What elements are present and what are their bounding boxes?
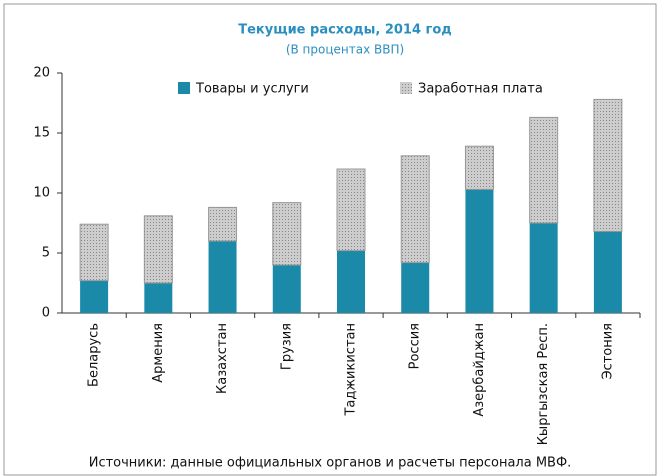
y-tick-label: 10 xyxy=(33,186,50,201)
bar-segment xyxy=(400,155,430,264)
x-tick-label: Беларусь xyxy=(87,323,102,387)
bar-segment xyxy=(79,223,109,282)
x-tick-label: Грузия xyxy=(279,323,294,370)
bar-segment xyxy=(337,250,365,313)
x-tick-label: Казахстан xyxy=(215,323,230,394)
bar-segment xyxy=(593,98,623,232)
y-tick-label: 20 xyxy=(33,66,50,81)
y-tick-label: 15 xyxy=(33,126,50,141)
legend-label: Заработная плата xyxy=(418,82,543,97)
y-tick-label: 0 xyxy=(42,306,50,321)
legend-texture xyxy=(400,82,412,94)
bar-segment xyxy=(336,168,366,252)
legend-swatch xyxy=(178,82,190,94)
x-tick-label: Азербайджан xyxy=(472,323,487,417)
bar-segment xyxy=(593,231,622,313)
chart-title: Текущие расходы, 2014 год xyxy=(238,23,452,38)
frame xyxy=(3,3,657,476)
bar-segment xyxy=(272,202,302,266)
bar-segment xyxy=(80,280,109,313)
chart-subtitle: (В процентах ВВП) xyxy=(286,43,404,57)
legend-label: Товары и услуги xyxy=(195,82,309,97)
bar-segment xyxy=(208,241,237,313)
y-tick-label: 5 xyxy=(42,246,50,261)
bar-segment xyxy=(272,265,301,313)
bar-segment xyxy=(143,215,173,284)
bar-segment xyxy=(529,116,559,224)
x-tick-label: Эстония xyxy=(600,323,615,380)
x-tick-label: Таджикистан xyxy=(344,323,359,417)
source-note: Источники: данные официальных органов и … xyxy=(89,456,572,471)
bar-segment xyxy=(144,283,173,313)
bar-segment xyxy=(208,206,238,242)
x-tick-label: Россия xyxy=(408,323,423,369)
bar-segment xyxy=(529,223,558,313)
x-tick-label: Армения xyxy=(151,323,166,383)
bar-segment xyxy=(401,262,430,313)
bar-segment xyxy=(465,189,494,313)
x-tick-label: Кыргызская Респ. xyxy=(536,323,551,445)
bar-segment xyxy=(464,145,494,190)
